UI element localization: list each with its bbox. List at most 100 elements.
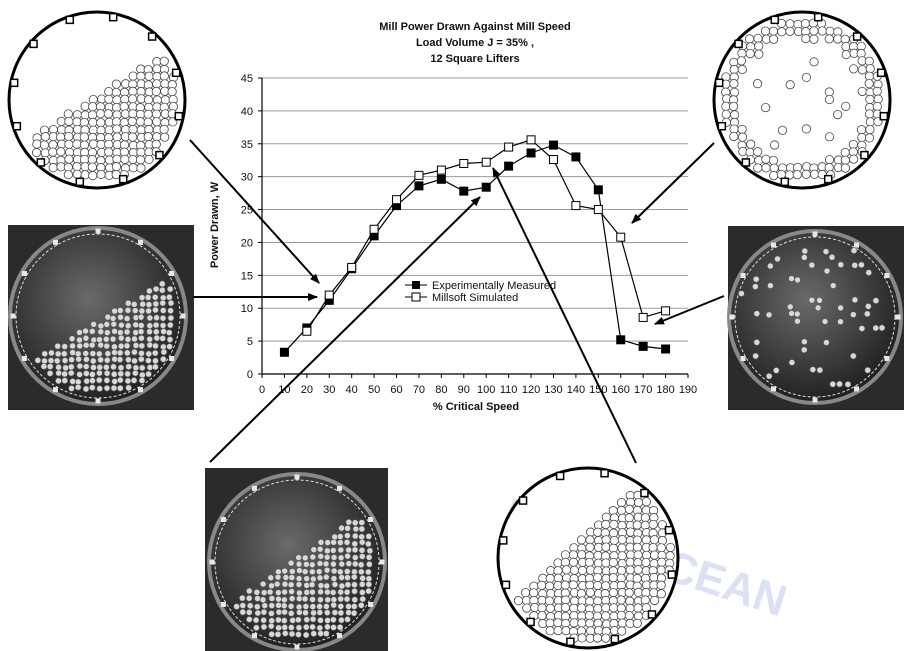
inset-photo-bottom-left-ball — [303, 616, 311, 624]
inset-photo-bottom-left-ball — [295, 575, 303, 582]
inset-sim-bottom-ball — [569, 618, 579, 628]
inset-sim-top-right-ball — [729, 87, 740, 97]
inset-photo-bottom-left-ball — [324, 547, 331, 555]
inset-sim-bottom-lifter — [526, 617, 535, 627]
inset-photo-mid-left-ball — [83, 356, 90, 363]
inset-photo-mid-left-ball — [138, 294, 146, 301]
inset-photo-mid-left-ball — [131, 307, 139, 314]
inset-photo-mid-left-ball — [130, 301, 138, 308]
inset-sim-bottom-ball — [617, 618, 627, 628]
inset-photo-bottom-left-ball — [259, 580, 267, 588]
inset-photo-mid-right-drum — [727, 229, 903, 405]
inset-photo-mid-left-lifter — [169, 356, 175, 361]
inset-photo-mid-left-ball — [159, 286, 166, 294]
inset-sim-top-left-ball — [128, 154, 138, 165]
inset-photo-mid-left-ball — [110, 384, 118, 392]
inset-sim-top-right-lifter — [852, 32, 862, 41]
inset-photo-bottom-left-ball — [329, 547, 337, 554]
legend-label-measured: Experimentally Measured — [432, 280, 556, 292]
inset-photo-mid-left-ball — [117, 313, 124, 321]
inset-photo-mid-left-ball — [146, 341, 154, 349]
x-tick-label-20: 20 — [301, 384, 313, 396]
inset-sim-top-left-ball — [96, 139, 106, 149]
inset-photo-mid-left-ball — [137, 313, 145, 321]
inset-sim-bottom-ball — [648, 542, 658, 553]
inset-photo-bottom-left-ball — [268, 582, 275, 590]
inset-sim-bottom-lifter — [501, 580, 511, 590]
inset-photo-mid-left-ball — [76, 371, 83, 378]
inset-photo-mid-right-ball — [816, 297, 823, 304]
inset-photo-bottom-left-ball — [317, 630, 325, 637]
inset-sim-top-left-ball — [95, 109, 106, 119]
inset-sim-top-right-ball — [785, 80, 795, 90]
inset-sim-top-left-ball — [63, 170, 73, 180]
inset-sim-top-left-ball — [128, 86, 138, 97]
point-simulated-30 — [324, 290, 334, 300]
inset-sim-bottom-ball — [577, 633, 587, 643]
inset-photo-bottom-left-ball — [317, 588, 324, 596]
inset-photo-mid-left-ball — [117, 364, 125, 372]
inset-sim-top-right-ball — [840, 147, 850, 158]
inset-photo-mid-right-ball — [786, 303, 794, 311]
inset-sim-bottom-ball — [577, 618, 587, 628]
point-simulated-50 — [369, 224, 379, 234]
inset-sim-top-right-ball — [824, 94, 835, 105]
inset-photo-bottom-left-ball — [351, 587, 358, 595]
inset-photo-mid-left-ball — [97, 356, 104, 364]
inset-photo-mid-left-ball — [124, 377, 132, 385]
inset-sim-top-left-ball — [56, 116, 66, 127]
inset-photo-mid-left-ball — [118, 321, 125, 329]
inset-photo-bottom-left-ball — [268, 595, 276, 602]
x-tick-label-40: 40 — [346, 384, 358, 396]
inset-photo-bottom-left-ball — [345, 560, 353, 567]
inset-photo-mid-left-ball — [67, 363, 75, 371]
inset-photo-mid-left-ball — [146, 322, 154, 330]
inset-sim-top-left-ball — [48, 147, 58, 157]
inset-photo-bottom-left-ball — [317, 582, 325, 589]
y-tick-label-40: 40 — [241, 106, 253, 118]
inset-sim-top-right-ball — [809, 169, 820, 179]
inset-photo-bottom-left-ball — [323, 603, 330, 610]
inset-photo-bottom-left-ball — [303, 575, 310, 582]
inset-sim-top-left-ball — [88, 117, 98, 127]
inset-photo-mid-left-ball — [153, 334, 161, 342]
inset-photo-bottom-left-ball — [351, 560, 359, 568]
y-tick-label-30: 30 — [241, 172, 253, 184]
inset-photo-bottom-left-ball — [295, 554, 302, 561]
inset-sim-top-left-ball — [136, 71, 146, 81]
inset-sim-bottom-ball — [585, 542, 595, 552]
inset-sim-top-left-ball — [128, 132, 138, 142]
inset-photo-mid-left-ball — [83, 370, 90, 377]
inset-photo-mid-left-ball — [167, 307, 174, 314]
inset-photo-bottom-left-ball — [351, 581, 358, 589]
inset-photo-bottom-left-ball — [351, 596, 359, 604]
inset-sim-bottom-ball — [544, 581, 555, 591]
inset-sim-bottom-ball — [608, 573, 618, 583]
inset-photo-bottom-left-ball — [273, 580, 281, 588]
inset-photo-mid-right-ball — [865, 269, 873, 276]
inset-photo-mid-right-ball — [878, 324, 886, 332]
inset-sim-top-left-ball — [112, 124, 122, 134]
x-tick-label-160: 160 — [612, 384, 630, 396]
inset-photo-bottom-left-ball — [343, 588, 351, 596]
inset-photo-mid-right-ball — [801, 254, 808, 261]
inset-photo-mid-right-ball — [850, 352, 857, 360]
inset-photo-bottom-left-ball — [323, 630, 330, 637]
inset-photo-mid-left-ball — [82, 363, 90, 370]
inset-photo-mid-left-rim — [15, 233, 181, 399]
arrow-bottom-right — [492, 167, 637, 464]
point-simulated-20 — [302, 326, 312, 336]
inset-sim-top-right-ball — [809, 26, 819, 36]
inset-sim-bottom-ball — [584, 557, 594, 568]
inset-sim-top-left-ball — [72, 162, 82, 172]
inset-sim-top-left-ball — [143, 95, 154, 105]
inset-sim-bottom-lifter — [498, 536, 508, 545]
inset-photo-bottom-left-ball — [275, 608, 283, 616]
inset-photo-bottom-left-ball — [365, 581, 373, 588]
inset-photo-mid-left-ball — [60, 350, 68, 358]
inset-photo-bottom-left-ball — [288, 595, 296, 602]
inset-sim-top-right-ball — [729, 79, 739, 89]
inset-sim-top-left-ball — [31, 148, 42, 158]
point-simulated-40 — [347, 262, 357, 272]
inset-sim-top-right-ball — [761, 154, 771, 164]
